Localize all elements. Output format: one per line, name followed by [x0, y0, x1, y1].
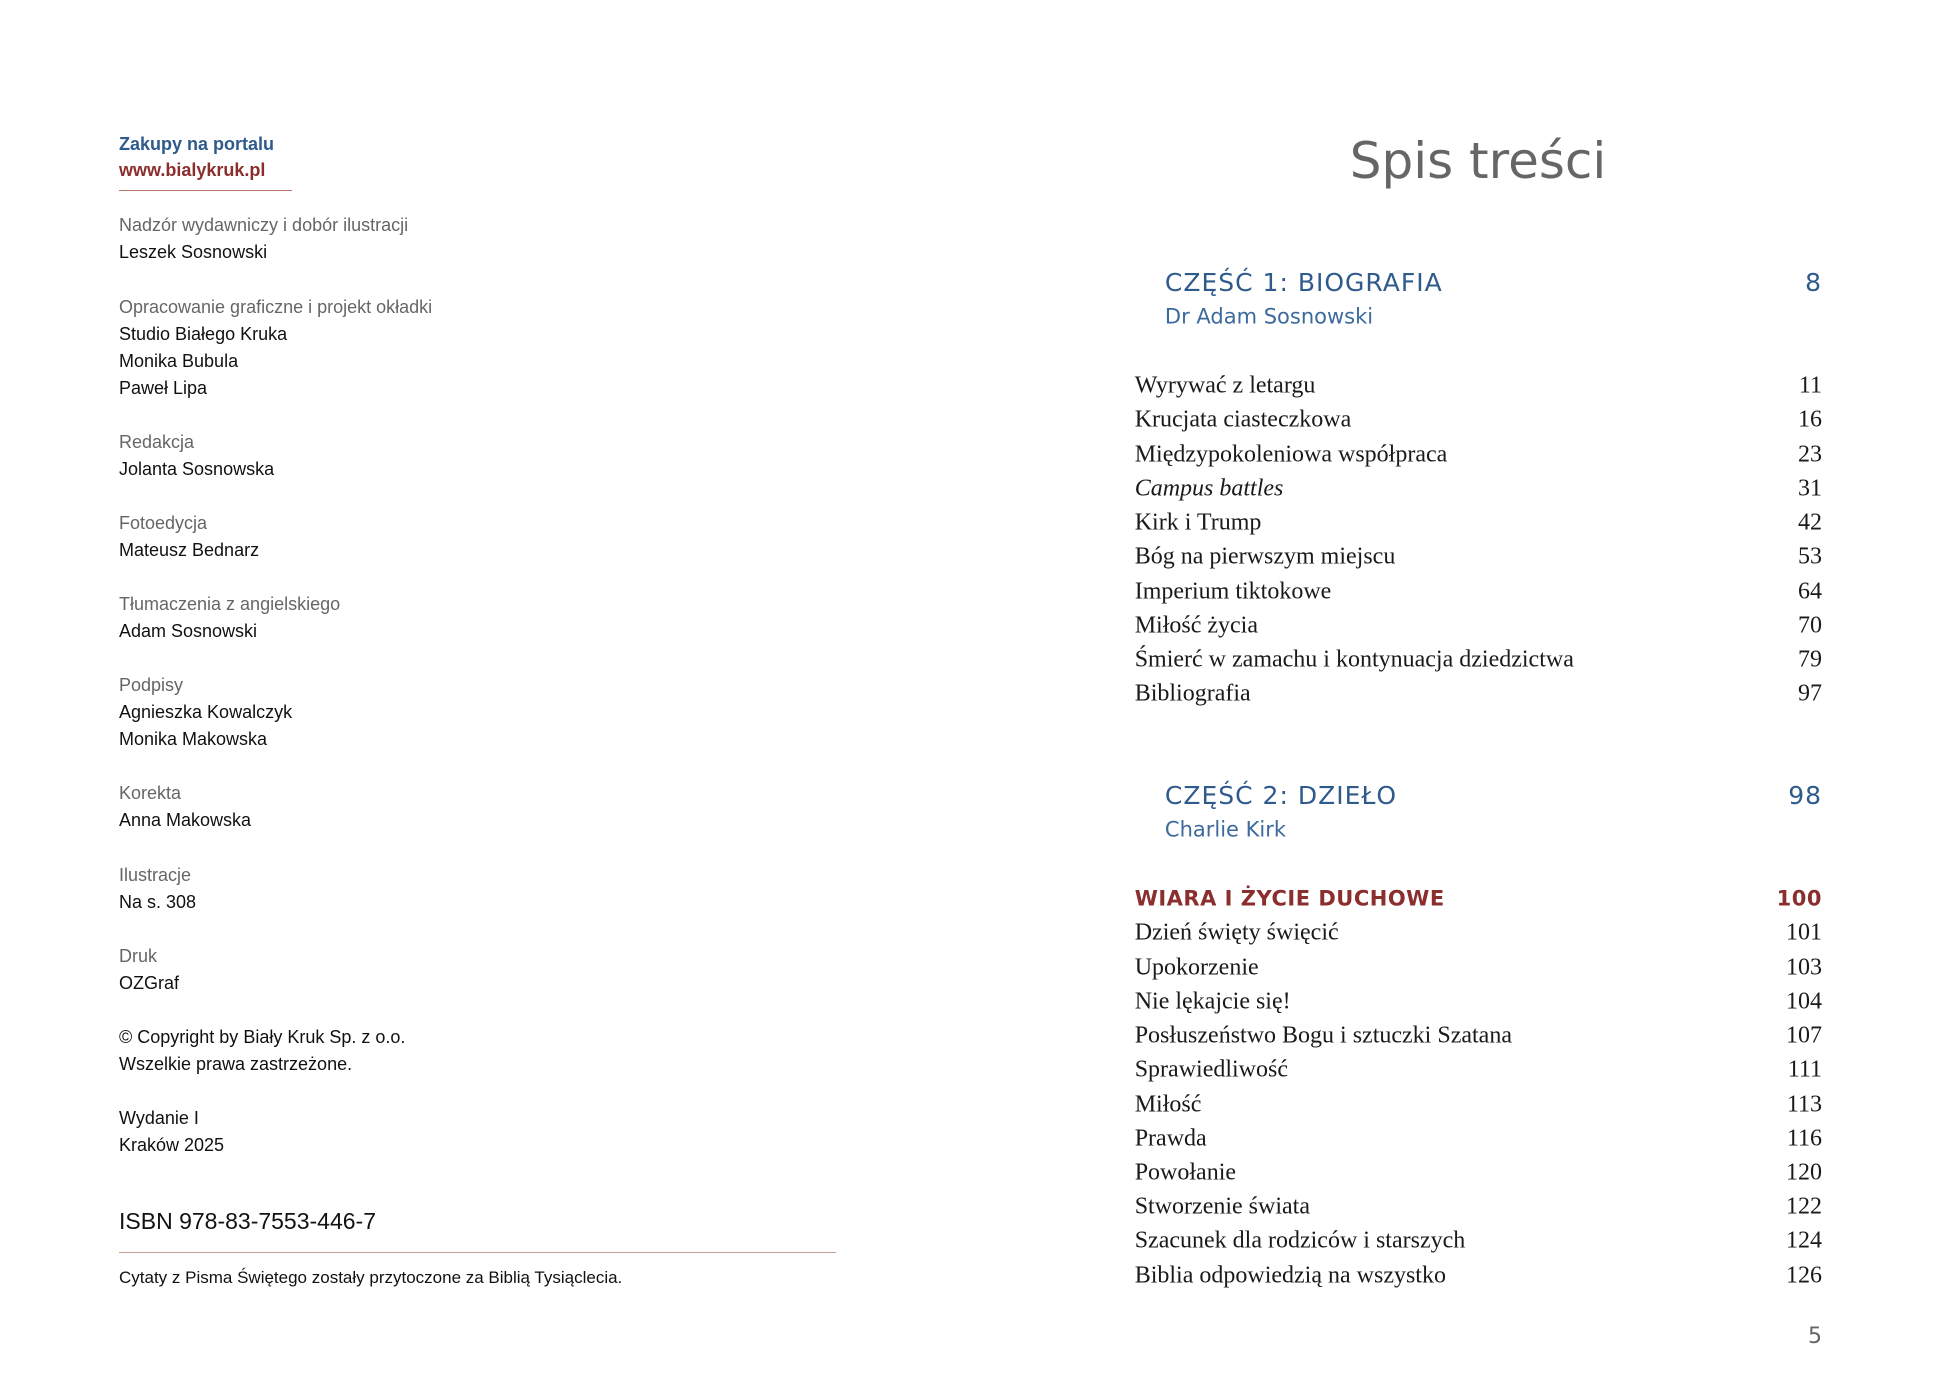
isbn: ISBN 978-83-7553-446-7	[119, 1207, 376, 1234]
note: Cytaty z Pisma Świętego zostały przytocz…	[119, 1267, 623, 1287]
credit-role: Podpisy	[119, 675, 184, 696]
toc-entry: Bóg na pierwszym miejscu	[1134, 543, 1396, 570]
toc-entry: Bibliografia	[1134, 680, 1251, 707]
toc-page: 101	[1786, 920, 1822, 947]
toc-page: 104	[1786, 988, 1822, 1015]
toc-entry: Kirk i Trump	[1134, 509, 1262, 536]
purchase-url: www.bialykruk.pl	[119, 160, 266, 181]
toc-page: 126	[1786, 1262, 1822, 1289]
toc-title: Spis treści	[1349, 132, 1607, 190]
credit-name: Monika Bubula	[119, 350, 239, 371]
copyright: Wszelkie prawa zastrzeżone.	[119, 1054, 353, 1075]
toc-entry: Stworzenie świata	[1134, 1193, 1310, 1220]
credit-name: Leszek Sosnowski	[119, 242, 268, 263]
toc-page: 16	[1798, 407, 1822, 434]
credit-name: Paweł Lipa	[119, 377, 208, 398]
toc-page: 64	[1798, 578, 1822, 605]
toc-page: 11	[1798, 372, 1822, 399]
credit-role: Ilustracje	[119, 864, 192, 885]
toc-entry: Powołanie	[1134, 1159, 1237, 1186]
url-underline	[119, 190, 292, 191]
toc-page: 124	[1786, 1227, 1822, 1254]
toc-entry: Śmierć w zamachu i kontynuacja dziedzict…	[1134, 646, 1574, 673]
credit-name: Jolanta Sosnowska	[119, 459, 275, 480]
credit-role: Korekta	[119, 783, 182, 804]
credit-name: Mateusz Bednarz	[119, 540, 260, 561]
toc-entry: Miłość	[1134, 1091, 1202, 1118]
toc-page: 70	[1798, 612, 1822, 639]
toc-entry: Wyrywać z letargu	[1134, 372, 1316, 399]
toc-entry: Biblia odpowiedzią na wszystko	[1134, 1262, 1446, 1289]
credit-name: Adam Sosnowski	[119, 621, 258, 642]
credit-role: Tłumaczenia z angielskiego	[119, 594, 341, 615]
part-heading: CZĘŚĆ 1: BIOGRAFIA	[1164, 268, 1443, 298]
part-author: Dr Adam Sosnowski	[1164, 304, 1374, 329]
toc-page: 103	[1786, 954, 1822, 981]
isbn-rule	[119, 1251, 837, 1253]
credit-role: Redakcja	[119, 432, 195, 453]
credit-name: Monika Makowska	[119, 729, 268, 750]
part-heading: CZĘŚĆ 2: DZIEŁO	[1164, 781, 1398, 811]
page-number: 5	[1808, 1323, 1822, 1349]
toc-entry: Campus battles	[1134, 475, 1284, 502]
edition: Wydanie I	[119, 1108, 199, 1129]
toc-entry: Prawda	[1134, 1125, 1207, 1152]
toc-entry: Sprawiedliwość	[1134, 1056, 1289, 1083]
toc-page: 97	[1798, 680, 1822, 707]
part-page: 98	[1788, 781, 1822, 811]
credit-name: Anna Makowska	[119, 810, 252, 831]
toc-page: 42	[1798, 509, 1822, 536]
toc-page: 116	[1786, 1125, 1822, 1152]
toc-entry: Szacunek dla rodziców i starszych	[1134, 1227, 1466, 1254]
toc-page: 23	[1798, 441, 1822, 468]
toc-entry: Imperium tiktokowe	[1134, 578, 1332, 605]
credit-name: OZGraf	[119, 972, 180, 993]
toc-page: 53	[1798, 543, 1822, 570]
toc-page: 120	[1786, 1159, 1822, 1186]
toc-page: 122	[1786, 1193, 1822, 1220]
credit-name: Agnieszka Kowalczyk	[119, 702, 293, 723]
toc-page: 107	[1786, 1022, 1822, 1049]
edition: Kraków 2025	[119, 1135, 225, 1156]
toc-page: 31	[1798, 475, 1822, 502]
credit-role: Druk	[119, 945, 158, 966]
credit-role: Fotoedycja	[119, 513, 208, 534]
purchase-label: Zakupy na portalu	[119, 134, 275, 155]
credit-role: Nadzór wydawniczy i dobór ilustracji	[119, 215, 409, 236]
copyright: © Copyright by Biały Kruk Sp. z o.o.	[119, 1027, 406, 1048]
section-heading: WIARA I ŻYCIE DUCHOWE	[1134, 886, 1445, 911]
credit-name: Na s. 308	[119, 891, 197, 912]
toc-entry: Dzień święty święcić	[1134, 920, 1339, 947]
toc-entry: Nie lękajcie się!	[1134, 988, 1291, 1015]
section-page: 100	[1776, 886, 1822, 911]
part-page: 8	[1805, 268, 1822, 298]
part-author: Charlie Kirk	[1164, 817, 1287, 842]
credit-role: Opracowanie graficzne i projekt okładki	[119, 296, 433, 317]
toc-page: 79	[1798, 646, 1822, 673]
toc-entry: Miłość życia	[1134, 612, 1258, 639]
toc-page: 113	[1786, 1091, 1822, 1118]
toc-entry: Upokorzenie	[1134, 954, 1259, 981]
toc-page: 111	[1787, 1056, 1822, 1083]
toc-entry: Posłuszeństwo Bogu i sztuczki Szatana	[1134, 1022, 1512, 1049]
toc-entry: Międzypokoleniowa współpraca	[1134, 441, 1448, 468]
credit-name: Studio Białego Kruka	[119, 323, 288, 344]
toc-entry: Krucjata ciasteczkowa	[1134, 407, 1352, 434]
